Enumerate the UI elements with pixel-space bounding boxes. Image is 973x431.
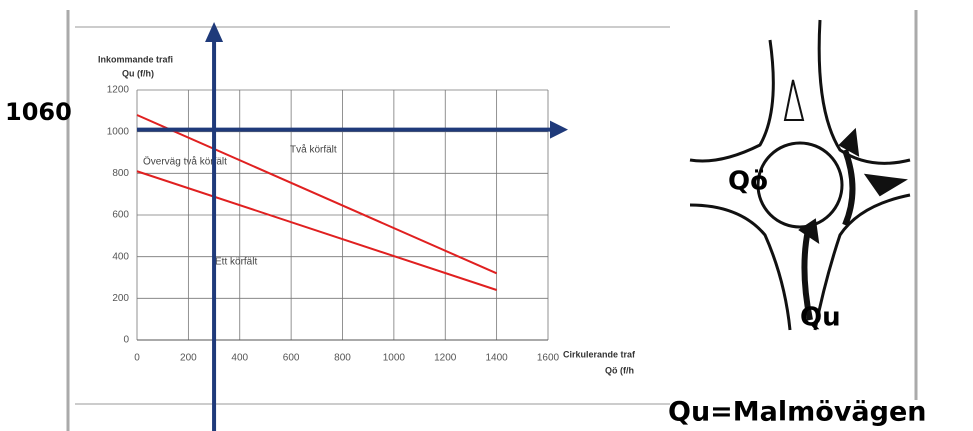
y-tick-label: 600 xyxy=(112,210,129,221)
line-label: Ett körfält xyxy=(215,257,257,268)
y-tick-label: 800 xyxy=(112,168,129,179)
line-label: Två körfält xyxy=(290,144,337,156)
x-tick-label: 1600 xyxy=(537,353,560,364)
arrowhead xyxy=(550,121,568,139)
x-tick-label: 1400 xyxy=(486,353,509,364)
y-tick-label: 1000 xyxy=(107,126,130,137)
y-axis-label: Inkommande trafi xyxy=(98,54,173,64)
data-line xyxy=(137,115,497,273)
x-axis-label: Cirkulerande traf xyxy=(563,349,636,359)
roundabout xyxy=(690,20,910,330)
arrowhead xyxy=(205,22,223,42)
x-tick-label: 1000 xyxy=(383,353,406,364)
y-axis-label: Qu (f/h) xyxy=(122,68,154,78)
y-tick-label: 1200 xyxy=(107,85,130,96)
x-axis-label: Qö (f/h xyxy=(605,365,634,375)
annotation: Qu=Malmövägen xyxy=(668,397,927,428)
y-tick-label: 400 xyxy=(112,251,129,262)
x-tick-label: 1200 xyxy=(434,353,457,364)
x-tick-label: 200 xyxy=(180,353,197,364)
diagram-label: Qö xyxy=(728,167,768,197)
x-tick-label: 800 xyxy=(334,353,351,364)
data-line xyxy=(137,171,497,290)
y-tick-label: 200 xyxy=(112,293,129,304)
x-tick-label: 600 xyxy=(283,353,300,364)
y-tick-label: 0 xyxy=(123,335,129,346)
x-tick-label: 400 xyxy=(231,353,248,364)
annotation: 1060 xyxy=(5,98,72,126)
page: Qö Qu 1060 Qu=Malmövägen Inkommande traf… xyxy=(0,0,973,431)
x-tick-label: 0 xyxy=(134,353,140,364)
diagram-label: Qu xyxy=(800,303,841,333)
